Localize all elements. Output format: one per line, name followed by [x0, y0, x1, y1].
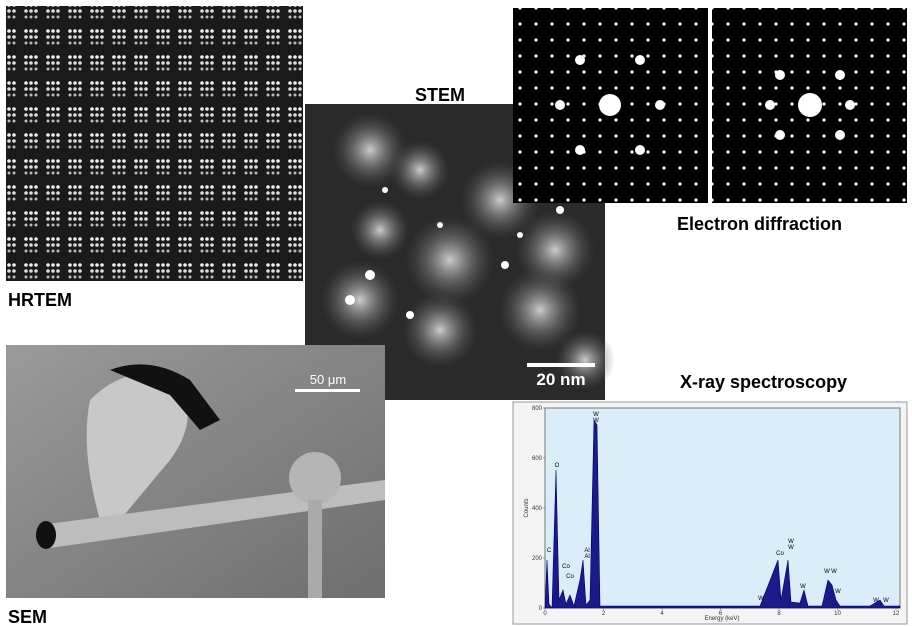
peak-label: W — [824, 569, 830, 575]
figure: HRTEM STEM 20 nm Electron diffraction 50… — [0, 0, 912, 626]
xray-label: X-ray spectroscopy — [680, 372, 847, 392]
peak-label: W — [758, 596, 764, 602]
y-tick-label: 600 — [532, 456, 543, 462]
peak-label: W — [593, 418, 599, 424]
x-tick-label: 10 — [834, 611, 841, 617]
peak-label: W — [883, 598, 889, 604]
spectrum-panel — [513, 402, 907, 624]
diffraction-image — [513, 8, 907, 203]
peak-label: W — [800, 584, 806, 590]
peak-label: W — [831, 569, 837, 575]
peak-label: Co — [776, 551, 784, 557]
diffraction-label: Electron diffraction — [677, 214, 842, 234]
y-tick-label: 800 — [532, 406, 543, 412]
peak-label: Al — [584, 554, 589, 560]
peak-label: W — [835, 589, 841, 595]
hrtem-image — [6, 6, 303, 281]
sem-scale-label: 50 μm — [310, 372, 346, 387]
peak-label: Co — [566, 574, 574, 580]
x-tick-label: 12 — [893, 611, 900, 617]
sem-label: SEM — [8, 607, 47, 626]
peak-label: C — [547, 548, 552, 554]
stem-label: STEM — [415, 85, 465, 105]
peak-label: Co — [562, 564, 570, 570]
stem-scale-label: 20 nm — [536, 370, 585, 389]
peak-label: W — [788, 545, 794, 551]
y-tick-label: 200 — [532, 556, 543, 562]
y-tick-label: 400 — [532, 506, 543, 512]
peak-label: W — [873, 598, 879, 604]
xray-y-label: Counts — [524, 498, 530, 517]
peak-label: O — [555, 463, 560, 469]
hrtem-label: HRTEM — [8, 290, 72, 310]
